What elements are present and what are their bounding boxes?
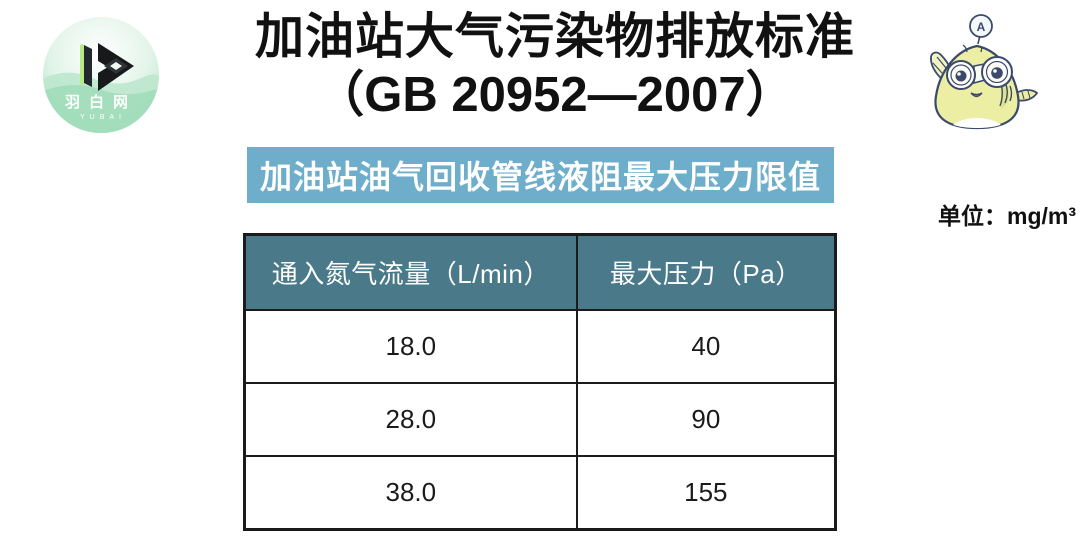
table-header-row: 通入氮气流量（L/min） 最大压力（Pa） (243, 233, 837, 311)
logo-subtitle-text: YUBAI (80, 114, 126, 121)
page-title: 加油站大气污染物排放标准 （GB 20952—2007） (165, 0, 945, 130)
pressure-limit-table-wrap: 通入氮气流量（L/min） 最大压力（Pa） 18.0 40 28.0 90 3… (243, 233, 837, 531)
cell-pressure-1: 40 (575, 309, 837, 384)
mascot-antenna-ball (969, 14, 993, 38)
mascot-fish-icon: A (915, 10, 1055, 138)
table-row: 28.0 90 (243, 382, 837, 457)
table-row: 38.0 155 (243, 455, 837, 531)
table-row: 18.0 40 (243, 309, 837, 384)
section-banner-text: 加油站油气回收管线液阻最大压力限值 (259, 159, 821, 195)
cell-flow-1: 18.0 (243, 309, 578, 384)
logo-fish-mark (80, 43, 134, 91)
cell-pressure-3: 155 (575, 455, 837, 531)
col-header-max-pressure: 最大压力（Pa） (575, 233, 837, 311)
pressure-limit-table: 通入氮气流量（L/min） 最大压力（Pa） 18.0 40 28.0 90 3… (243, 233, 837, 531)
yubai-logo-icon: 羽白网 YUBAI (40, 14, 162, 136)
cell-pressure-2: 90 (575, 382, 837, 457)
logo-name-text: 羽白网 (65, 93, 137, 111)
mascot-badge-letter: A (977, 20, 986, 34)
unit-note: 单位：mg/m³ (938, 203, 1076, 229)
cell-flow-2: 28.0 (243, 382, 578, 457)
page-title-line1: 加油站大气污染物排放标准 (254, 10, 855, 64)
mascot-mouth (970, 92, 983, 98)
mascot-tail (1015, 89, 1039, 102)
col-header-nitrogen-flow: 通入氮气流量（L/min） (243, 233, 578, 311)
page-title-line2: （GB 20952—2007） (315, 68, 795, 122)
mascot-glasses (946, 56, 1013, 90)
cell-flow-3: 38.0 (243, 455, 578, 531)
section-banner: 加油站油气回收管线液阻最大压力限值 (247, 147, 834, 203)
mascot-belly (950, 118, 1004, 128)
logo-wave (43, 72, 159, 133)
